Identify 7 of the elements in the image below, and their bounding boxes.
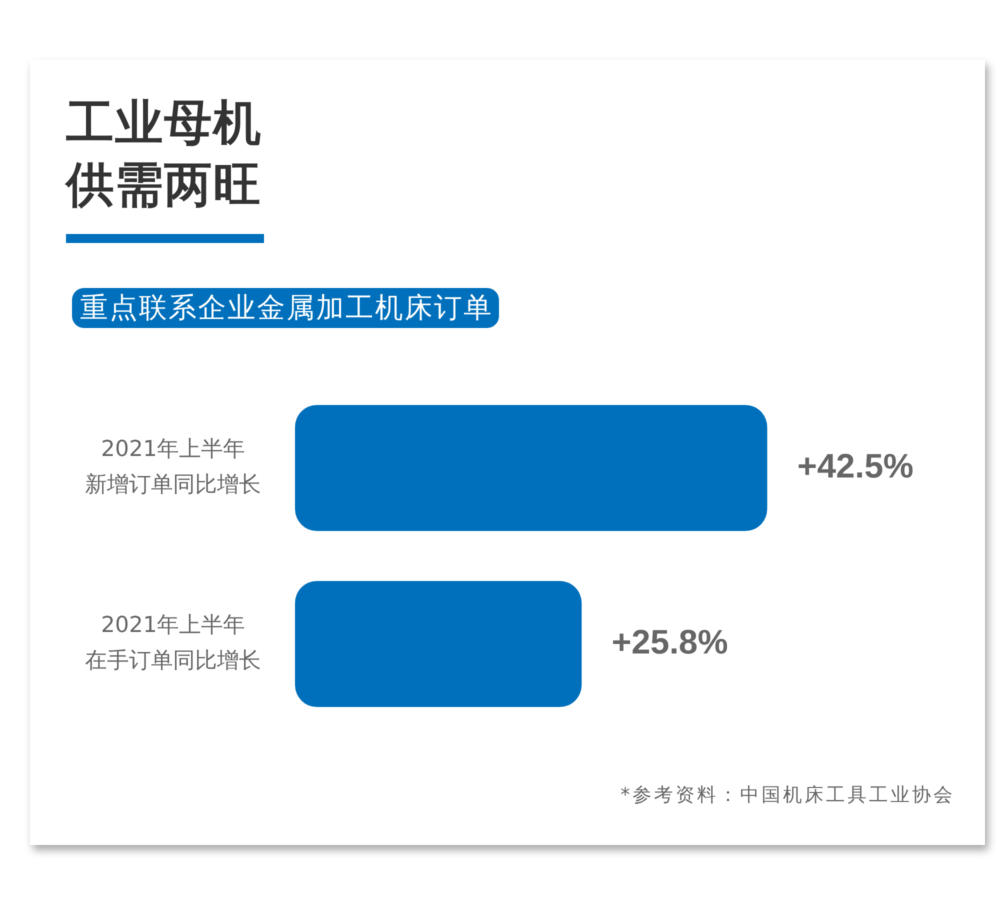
y-tick-label: 2021年上半年新增订单同比增长 [85, 437, 261, 498]
data-label: +25.8% [612, 623, 728, 662]
y-tick-label: 2021年上半年在手订单同比增长 [85, 613, 261, 674]
data-label: +42.5% [797, 447, 914, 486]
text: *参考资料：中国机床工具工业协会 [620, 783, 955, 808]
chart-subtitle: 重点联系企业金属加工机床订单 [72, 288, 499, 328]
chart-title: 工业母机供需两旺 [66, 94, 263, 215]
